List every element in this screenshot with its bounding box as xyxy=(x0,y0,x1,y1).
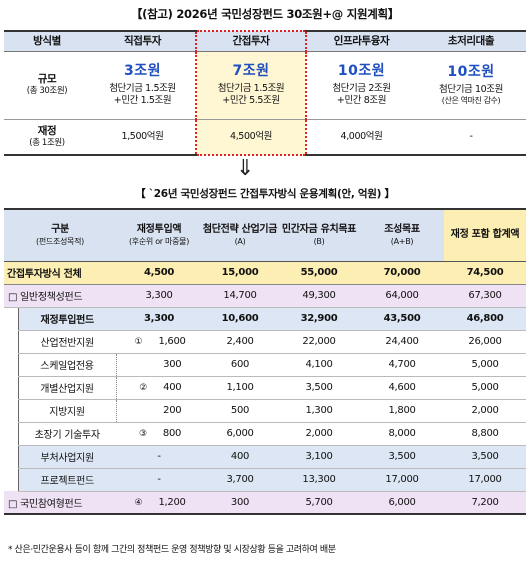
header-direct: 직접투자 xyxy=(90,30,196,52)
header-total-sum: 재정 포함 합계액 xyxy=(444,208,527,262)
table-row-longterm-tech: 초장기 기술투자 ③ 800 6,000 2,000 8,000 8,800 xyxy=(4,422,527,446)
fiscal-lowrate: - xyxy=(416,119,526,156)
plan-title: 【(참고) 2026년 국민성장펀드 30조원+@ 지원계획】 xyxy=(130,7,400,21)
table-row-project: 프로젝트펀드 -3,700 13,300 17,000 17,000 xyxy=(4,468,527,492)
header-infra: 인프라투융자 xyxy=(306,30,416,52)
support-plan-table: 방식별 직접투자 간접투자 인프라투융자 초저리대출 규모 (총 30조원) 3조… xyxy=(4,30,526,156)
down-arrow-icon: ⇓ xyxy=(236,156,255,181)
row-label-scale: 규모 (총 30조원) xyxy=(4,51,90,120)
table-row-fiscal-fund: 재정투입펀드 3,300 10,600 32,900 43,500 46,800 xyxy=(4,307,527,331)
fiscal-infra: 4,000억원 xyxy=(306,119,416,156)
scale-indirect: 7조원 첨단기금 1.5조원 +민간 5.5조원 xyxy=(195,51,307,120)
footnote: * 산은·민간운용사 등이 함께 그간의 정책펀드 운영 정책방향 및 시장상황… xyxy=(8,545,336,555)
table-row-industry-wide: 산업전반지원 ① 1,600 2,400 22,000 24,400 26,000 xyxy=(4,330,527,354)
header-fiscal-input: 재정투입액 (후순위 or 마중물) xyxy=(116,208,203,262)
table-row-public-participation: □ 국민참여형펀드 ④ 1,200 300 5,700 6,000 7,200 xyxy=(4,491,527,515)
header-lowrate: 초저리대출 xyxy=(416,30,526,52)
row-label-fiscal: 재정 (총 1조원) xyxy=(4,119,90,156)
scale-infra: 10조원 첨단기금 2조원 +민간 8조원 xyxy=(306,51,416,120)
scale-lowrate: 10조원 첨단기금 10조원 (산은 역마진 감수) xyxy=(416,51,526,120)
indirect-operation-table: 구분 (펀드조성목적) 재정투입액 (후순위 or 마중물) 첨단전략 산업기금 (A… xyxy=(4,208,527,515)
header-goal: 조성목표 (A+B) xyxy=(360,208,445,262)
scale-direct: 3조원 첨단기금 1.5조원 +민간 1.5조원 xyxy=(90,51,196,120)
header-method: 방식별 xyxy=(4,30,90,52)
table-row-regional: 지방지원 200 500 1,300 1,800 2,000 xyxy=(4,399,527,423)
table-row-total: 간접투자방식 전체 4,500 15,000 55,000 70,000 74,50… xyxy=(4,261,527,285)
table-row-individual-industry: 개별산업지원 ② 400 1,100 3,500 4,600 5,000 xyxy=(4,376,527,400)
table-row-general: □ 일반정책성펀드 3,300 14,700 49,300 64,000 67,30… xyxy=(4,284,527,308)
table-row-ministry: 부처사업지원 -400 3,100 3,500 3,500 xyxy=(4,445,527,469)
fiscal-indirect: 4,500억원 xyxy=(195,119,307,156)
header-indirect: 간접투자 xyxy=(195,30,307,52)
header-category: 구분 (펀드조성목적) xyxy=(4,208,117,262)
table-row-scaleup: 스케일업전용 300 600 4,100 4,700 5,000 xyxy=(4,353,527,377)
fiscal-direct: 1,500억원 xyxy=(90,119,196,156)
operation-plan-title: 【 `26년 국민성장펀드 간접투자방식 운용계획(안, 억원) 】 xyxy=(135,188,395,200)
header-advanced-fund: 첨단전략 산업기금 (A) xyxy=(202,208,279,262)
header-private-target: 민간자금 유치목표 (B) xyxy=(278,208,361,262)
